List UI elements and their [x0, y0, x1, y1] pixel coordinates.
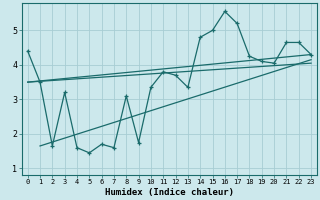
X-axis label: Humidex (Indice chaleur): Humidex (Indice chaleur)	[105, 188, 234, 197]
